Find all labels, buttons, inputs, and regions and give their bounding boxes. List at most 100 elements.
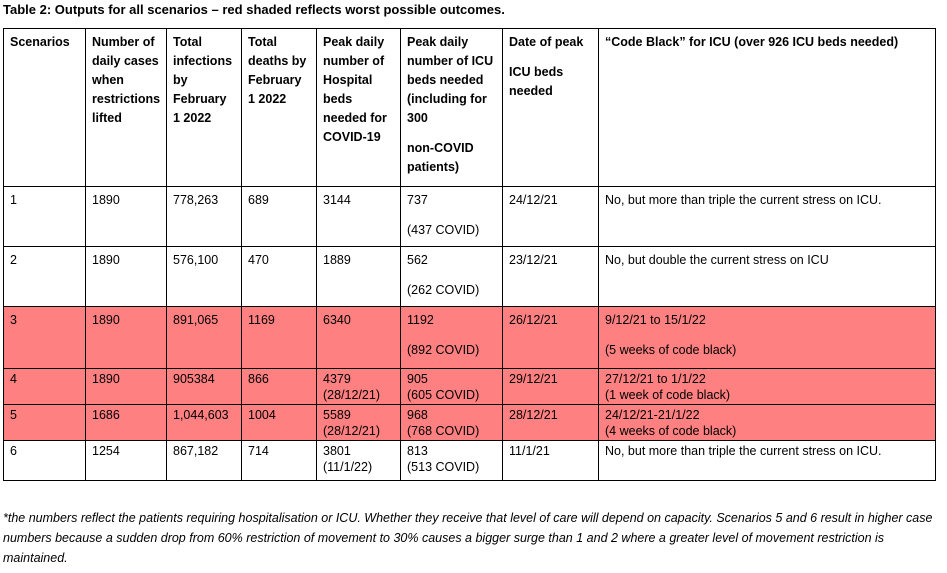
- table-cell: 813 (513 COVID): [400, 440, 503, 481]
- cell-text: 1890: [92, 372, 120, 386]
- table-cell: 24/12/21: [502, 186, 599, 247]
- table-cell: 3: [3, 306, 86, 369]
- cell-text: 576,100: [173, 253, 219, 267]
- cell-text: 905: [407, 372, 428, 386]
- table-cell: No, but double the current stress on ICU: [598, 246, 936, 307]
- table-cell: 1254: [85, 440, 167, 481]
- header-cell: Peak daily number of Hospital beds neede…: [316, 28, 401, 187]
- cell-text: Peak daily number of ICU beds needed (in…: [407, 35, 494, 125]
- table-row: 2 1890 576,100 470 1889 562 (262 COVID) 23/12/2…: [3, 246, 936, 307]
- table-cell: 4379 (28/12/21): [316, 368, 401, 405]
- table-cell: 714: [241, 440, 317, 481]
- cell-text: 3801: [323, 444, 351, 458]
- table-cell: 1890: [85, 368, 167, 405]
- cell-text: 1169: [248, 313, 275, 327]
- cell-text: 1: [10, 193, 17, 207]
- table-cell: 28/12/21: [502, 404, 599, 441]
- cell-text: No, but double the current stress on ICU: [605, 253, 829, 267]
- table-cell: 1: [3, 186, 86, 247]
- cell-text: Date of peak: [509, 35, 584, 49]
- cell-text: 1889: [323, 253, 351, 267]
- cell-text: 737: [407, 193, 428, 207]
- cell-text: No, but more than triple the current str…: [605, 444, 882, 458]
- cell-text: 2: [10, 253, 17, 267]
- cell-text: 1192: [407, 313, 434, 327]
- table-cell: 24/12/21-21/1/22 (4 weeks of code black): [598, 404, 936, 441]
- table-cell: 1192 (892 COVID): [400, 306, 503, 369]
- header-cell: Peak daily number of ICU beds needed (in…: [400, 28, 503, 187]
- cell-text: 3: [10, 313, 17, 327]
- table-cell: 905 (605 COVID): [400, 368, 503, 405]
- cell-text: 689: [248, 193, 269, 207]
- table-cell: 9/12/21 to 15/1/22 (5 weeks of code black…: [598, 306, 936, 369]
- table-row: 6 1254 867,182 714 3801 (11/1/22) 813 (513 COVI…: [3, 440, 936, 481]
- table-row: 5 1686 1,044,603 1004 5589 (28/12/21) 968 (768 …: [3, 404, 936, 441]
- cell-text: 1890: [92, 313, 120, 327]
- header-cell: Number of daily cases when restrictions …: [85, 28, 167, 187]
- table-cell: 1,044,603: [166, 404, 242, 441]
- cell-text: 3144: [323, 193, 351, 207]
- table-header: Scenarios Number of daily cases when rest…: [3, 28, 936, 187]
- cell-text: 905384: [173, 372, 215, 386]
- cell-text: 29/12/21: [509, 372, 558, 386]
- cell-text: (437 COVID): [407, 223, 480, 237]
- cell-text: (1 week of code black): [605, 388, 731, 402]
- table-cell: 3801 (11/1/22): [316, 440, 401, 481]
- table-cell: 3144: [316, 186, 401, 247]
- table-cell: 11/1/21: [502, 440, 599, 481]
- table-cell: 905384: [166, 368, 242, 405]
- table-cell: 1890: [85, 306, 167, 369]
- header-cell: Total infections by February 1 2022: [166, 28, 242, 187]
- table-cell: No, but more than triple the current str…: [598, 186, 936, 247]
- cell-text: (28/12/21): [323, 424, 380, 438]
- table-cell: 891,065: [166, 306, 242, 369]
- cell-text: (4 weeks of code black): [605, 424, 737, 438]
- cell-text: 968: [407, 408, 428, 422]
- table-cell: 867,182: [166, 440, 242, 481]
- cell-text: 24/12/21-21/1/22: [605, 408, 700, 422]
- cell-text: non-COVID patients): [407, 141, 474, 174]
- table-cell: 1004: [241, 404, 317, 441]
- cell-text: 11/1/21: [509, 444, 550, 458]
- header-cell: Date of peak ICU beds needed: [502, 28, 599, 187]
- cell-text: 4379: [323, 372, 351, 386]
- outputs-table: Scenarios Number of daily cases when rest…: [3, 28, 936, 481]
- cell-text: 4: [10, 372, 17, 386]
- table-cell: 562 (262 COVID): [400, 246, 503, 307]
- table-title: Table 2: Outputs for all scenarios – red…: [3, 2, 505, 17]
- cell-text: 28/12/21: [509, 408, 558, 422]
- cell-text: 867,182: [173, 444, 219, 458]
- header-cell: Total deaths by February 1 2022: [241, 28, 317, 187]
- cell-text: Scenarios: [10, 35, 70, 49]
- header-cell: Scenarios: [3, 28, 86, 187]
- cell-text: Number of daily cases when restrictions …: [92, 35, 161, 125]
- table-cell: 689: [241, 186, 317, 247]
- table-cell: 23/12/21: [502, 246, 599, 307]
- cell-text: 9/12/21 to 15/1/22: [605, 313, 706, 327]
- cell-text: 24/12/21: [509, 193, 558, 207]
- cell-text: 27/12/21 to 1/1/22: [605, 372, 706, 386]
- table-cell: 1686: [85, 404, 167, 441]
- cell-text: 1686: [92, 408, 120, 422]
- cell-text: 714: [248, 444, 269, 458]
- cell-text: 1890: [92, 253, 120, 267]
- header-row: Scenarios Number of daily cases when rest…: [3, 28, 936, 187]
- cell-text: 778,263: [173, 193, 219, 207]
- table-cell: 866: [241, 368, 317, 405]
- table-row: 4 1890 905384 866 4379 (28/12/21) 905 (605 COVI…: [3, 368, 936, 405]
- cell-text: 26/12/21: [509, 313, 558, 327]
- table-cell: 470: [241, 246, 317, 307]
- cell-text: (768 COVID): [407, 424, 480, 438]
- cell-text: 813: [407, 444, 428, 458]
- cell-text: (28/12/21): [323, 388, 380, 402]
- cell-text: 470: [248, 253, 269, 267]
- table-cell: 968 (768 COVID): [400, 404, 503, 441]
- cell-text: No, but more than triple the current str…: [605, 193, 882, 207]
- cell-text: 23/12/21: [509, 253, 558, 267]
- table-cell: 576,100: [166, 246, 242, 307]
- cell-text: 1254: [92, 444, 120, 458]
- cell-text: 5589: [323, 408, 351, 422]
- cell-text: 6340: [323, 313, 351, 327]
- cell-text: (513 COVID): [407, 460, 480, 474]
